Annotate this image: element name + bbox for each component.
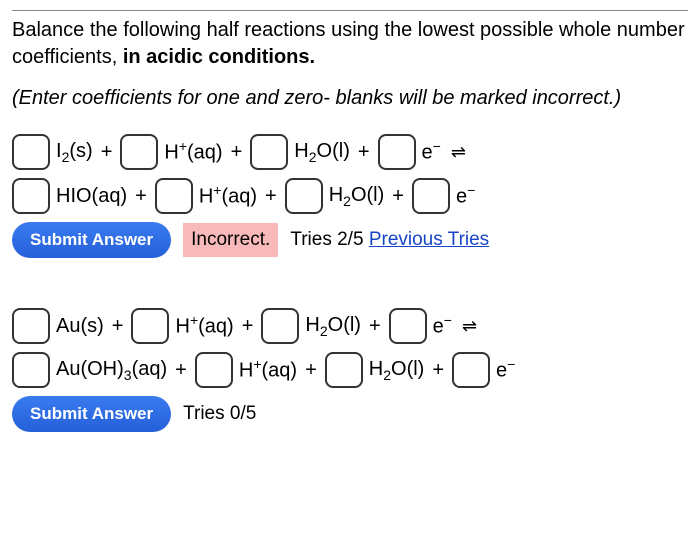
species: H+(aq) [199,181,257,211]
coef-input[interactable] [12,178,50,214]
prompt-text: Balance the following half reactions usi… [12,19,685,68]
species: I2(s) [56,138,93,167]
coef-input[interactable] [12,308,50,344]
plus-icon: + [231,139,243,166]
coef-input[interactable] [195,352,233,388]
equation-rhs-row: HIO(aq) + H+(aq) + H2O(l) + e− [12,178,688,214]
species: e− [433,311,452,341]
plus-icon: + [265,183,277,210]
species: H+(aq) [175,311,233,341]
coef-input[interactable] [412,178,450,214]
equation-lhs-row: Au(s) + H+(aq) + H2O(l) + e− ⇌ [12,308,688,344]
plus-icon: + [369,313,381,340]
plus-icon: + [242,313,254,340]
plus-icon: + [175,357,187,384]
status-badge: Incorrect. [183,223,278,257]
species: e− [422,137,441,167]
tries-count: Tries 2/5 [290,229,363,250]
species: H2O(l) [294,138,350,167]
species: Au(s) [56,313,104,340]
equation-rhs-row: Au(OH)3(aq) + H+(aq) + H2O(l) + e− [12,352,688,388]
species: e− [456,181,475,211]
coef-input[interactable] [389,308,427,344]
species: Au(OH)3(aq) [56,356,167,385]
species: H2O(l) [305,312,361,341]
coef-input[interactable] [452,352,490,388]
plus-icon: + [392,183,404,210]
species: H2O(l) [369,356,425,385]
coef-input[interactable] [250,134,288,170]
question-prompt: Balance the following half reactions usi… [12,17,688,71]
plus-icon: + [432,357,444,384]
plus-icon: + [101,139,113,166]
prompt-bold: in acidic conditions. [123,46,315,68]
plus-icon: + [112,313,124,340]
species: H+(aq) [239,355,297,385]
coef-input[interactable] [325,352,363,388]
equation-lhs-row: I2(s) + H+(aq) + H2O(l) + e− ⇌ [12,134,688,170]
coef-input[interactable] [131,308,169,344]
tries-text: Tries 2/5 Previous Tries [290,227,489,253]
problem-1: I2(s) + H+(aq) + H2O(l) + e− ⇌ HIO(aq) +… [12,134,688,258]
coef-input[interactable] [285,178,323,214]
coef-input[interactable] [120,134,158,170]
plus-icon: + [305,357,317,384]
plus-icon: + [135,183,147,210]
instructions: (Enter coefficients for one and zero- bl… [12,85,688,112]
submit-button[interactable]: Submit Answer [12,396,171,432]
submit-button[interactable]: Submit Answer [12,222,171,258]
coef-input[interactable] [12,352,50,388]
coef-input[interactable] [378,134,416,170]
coef-input[interactable] [261,308,299,344]
species: e− [496,355,515,385]
equilibrium-icon: ⇌ [451,140,466,164]
coef-input[interactable] [12,134,50,170]
species: HIO(aq) [56,183,127,210]
species: H2O(l) [329,182,385,211]
previous-tries-link[interactable]: Previous Tries [369,229,489,250]
tries-text: Tries 0/5 [183,401,256,427]
equilibrium-icon: ⇌ [462,314,477,338]
plus-icon: + [358,139,370,166]
submit-row: Submit Answer Tries 0/5 [12,396,688,432]
problem-2: Au(s) + H+(aq) + H2O(l) + e− ⇌ Au(OH)3(a… [12,308,688,432]
species: H+(aq) [164,137,222,167]
submit-row: Submit Answer Incorrect. Tries 2/5 Previ… [12,222,688,258]
coef-input[interactable] [155,178,193,214]
